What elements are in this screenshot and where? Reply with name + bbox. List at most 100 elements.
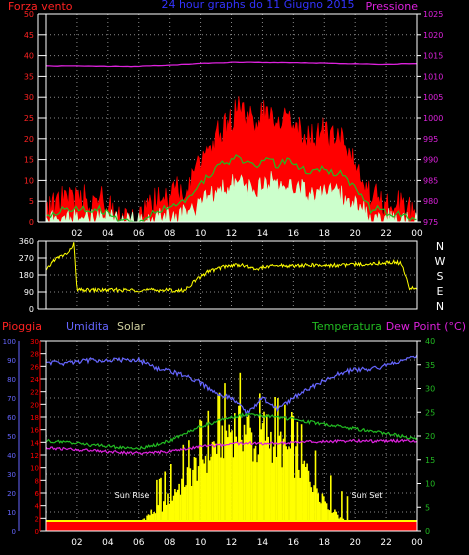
wind-x-tick-label-7: 16: [288, 229, 300, 239]
solar-bar-61: [215, 453, 218, 531]
solar-bar-68: [225, 430, 228, 531]
solar-bar-75: [235, 436, 237, 531]
humidity-tick-label-6: 60: [7, 414, 16, 422]
solar-bar-137: [321, 493, 324, 531]
solar-bar-57: [210, 456, 212, 531]
solar-bars: [131, 372, 357, 531]
wind-x-tick-label-8: 18: [319, 229, 331, 239]
solar-bar-29: [171, 500, 173, 531]
temperature-tick-label-3: 15: [425, 456, 435, 465]
solar-bar-21: [160, 477, 162, 531]
pressure-tick-label-5: 1000: [423, 114, 443, 123]
wind-x-tick-label-4: 10: [195, 229, 207, 239]
wind-axis-title: Forza vento: [8, 0, 73, 13]
pressure-tick-label-4: 995: [423, 135, 438, 144]
humidity-tick-label-0: 0: [12, 528, 16, 536]
pressure-tick-label-2: 985: [423, 176, 438, 185]
wind-x-tick-label-2: 06: [133, 229, 145, 239]
solar-bar-123: [302, 464, 304, 531]
solar-bar-99: [268, 448, 271, 531]
compass-label-4: N: [436, 300, 444, 313]
solar-bar-72: [231, 430, 233, 531]
pressure-axis-title: Pressione: [366, 0, 419, 13]
solar-bar-73: [232, 457, 235, 531]
climate-x-tick-label-10: 22: [380, 538, 391, 548]
solar-bar-43: [190, 486, 193, 531]
wind-x-tick-label-3: 08: [164, 229, 176, 239]
climate-x-tick-label-2: 06: [133, 538, 145, 548]
solar-bar-106: [278, 435, 281, 531]
wind-x-tick-label-1: 04: [102, 229, 114, 239]
solar-bar-135: [318, 501, 321, 531]
climate-series: [45, 354, 418, 531]
solar-bar-124: [303, 460, 306, 531]
direction-tick-label-0: 0: [29, 305, 34, 314]
solar-bar-33: [176, 489, 179, 531]
rain-tick-label-4: 8: [35, 477, 39, 485]
solar-bar-87: [252, 461, 254, 531]
solar-bar-98: [267, 436, 269, 531]
rain-tick-label-6: 12: [30, 452, 39, 460]
rain-axis-title: Pioggia: [2, 320, 42, 333]
direction-tick-label-2: 180: [19, 271, 34, 280]
climate-x-tick-label-9: 20: [349, 538, 361, 548]
solar-bar-111: [285, 446, 287, 531]
solar-bar-85: [249, 427, 251, 531]
compass-label-0: N: [436, 240, 444, 253]
humidity-tick-label-9: 90: [7, 357, 16, 365]
pressure-tick-label-7: 1010: [423, 72, 443, 81]
solar-bar-103: [274, 397, 276, 531]
solar-bar-90: [256, 462, 258, 531]
wind-x-tick-label-9: 20: [349, 229, 361, 239]
solar-bar-127: [307, 470, 310, 531]
wind-tick-label-9: 45: [24, 31, 34, 40]
solar-bar-143: [330, 475, 332, 531]
solar-bar-47: [196, 480, 198, 531]
solar-bar-133: [316, 488, 318, 531]
solar-bar-130: [311, 492, 314, 531]
wind-x-tick-label-5: 12: [226, 229, 237, 239]
solar-bar-125: [304, 467, 307, 531]
solar-bar-54: [206, 472, 208, 531]
solar-bar-83: [246, 416, 249, 531]
solar-bar-112: [286, 449, 289, 531]
solar-bar-65: [221, 425, 224, 531]
solar-bar-138: [323, 496, 325, 531]
solar-bar-25: [165, 505, 168, 531]
solar-bar-101: [271, 462, 274, 531]
rain-tick-label-5: 10: [30, 465, 39, 473]
solar-bar-132: [314, 450, 317, 531]
solar-bar-118: [295, 446, 297, 531]
solar-bar-52: [203, 463, 205, 531]
solar-bar-24: [164, 471, 166, 531]
solar-bar-34: [178, 483, 180, 531]
solar-bar-20: [158, 478, 161, 531]
solar-bar-119: [296, 421, 299, 531]
wind-tick-label-6: 30: [24, 93, 34, 102]
solar-bar-71: [229, 432, 232, 531]
solar-bar-62: [217, 395, 219, 531]
solar-bar-19: [157, 505, 160, 531]
temperature-tick-label-4: 20: [425, 432, 435, 441]
solar-bar-131: [313, 485, 315, 531]
climate-x-tick-label-3: 08: [164, 538, 176, 548]
temperature-tick-label-1: 5: [425, 503, 430, 512]
wind-tick-label-4: 20: [24, 135, 34, 144]
wind-pressure-series: [45, 61, 418, 224]
wind-x-tick-label-0: 02: [71, 229, 82, 239]
pressure-tick-label-8: 1015: [423, 52, 443, 61]
solar-bar-79: [240, 439, 243, 531]
climate-x-tick-label-6: 14: [257, 538, 269, 548]
temperature-tick-label-2: 10: [425, 480, 435, 489]
solar-bar-56: [208, 460, 211, 531]
climate-x-tick-label-0: 02: [71, 538, 82, 548]
solar-bar-36: [181, 478, 183, 531]
solar-bar-39: [185, 485, 187, 531]
solar-bar-67: [224, 383, 226, 531]
solar-bar-117: [293, 477, 296, 531]
temperature-tick-label-8: 40: [425, 337, 435, 346]
